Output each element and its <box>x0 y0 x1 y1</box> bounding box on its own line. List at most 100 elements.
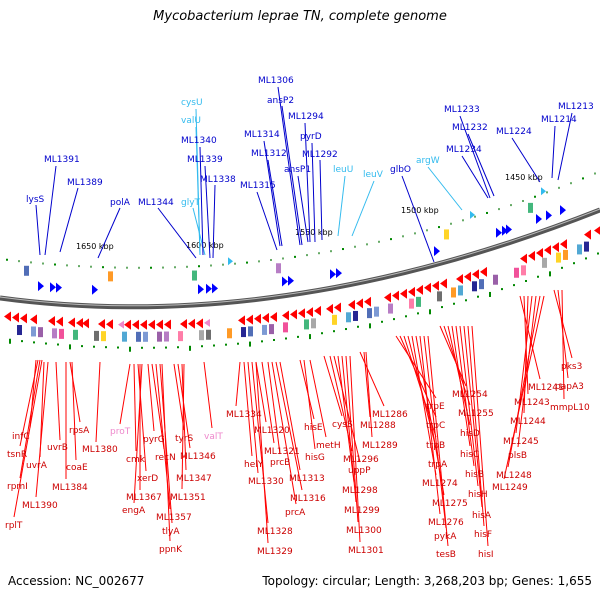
reverse-gene-arrow <box>424 282 431 293</box>
reverse-gene-arrow <box>314 305 321 316</box>
gc-dot <box>402 235 404 238</box>
leader-line <box>359 351 385 407</box>
gc-dot <box>114 266 116 269</box>
gene-function-box <box>528 202 533 213</box>
gene-label-ML1288: ML1288 <box>360 421 396 431</box>
leader-line <box>181 363 185 490</box>
gene-label-ML1233: ML1233 <box>444 105 480 115</box>
gene-function-box <box>206 329 211 340</box>
gene-label-ML1391: ML1391 <box>44 155 80 165</box>
gc-dot <box>345 328 347 331</box>
forward-gene-arrow <box>212 283 218 294</box>
gc-dot <box>489 291 491 297</box>
leader-line <box>363 351 371 418</box>
gc-dot <box>285 337 287 340</box>
gc-dot <box>201 345 203 348</box>
leader-line <box>119 363 131 425</box>
leader-line <box>561 289 565 400</box>
gene-label-hisD: hisD <box>460 429 480 439</box>
gc-dot <box>594 172 596 175</box>
reverse-gene-arrow <box>408 286 415 297</box>
gene-label-trpC: trpC <box>426 421 445 431</box>
forward-gene-arrow <box>546 210 552 221</box>
gene-label-leuV: leuV <box>363 170 384 180</box>
leader-line <box>419 335 441 515</box>
gc-dot <box>390 238 392 241</box>
leader-line <box>451 325 471 447</box>
gene-label-ML1224: ML1224 <box>496 127 532 137</box>
reverse-gene-arrow <box>124 319 131 330</box>
gene-label-ML1232: ML1232 <box>452 123 488 133</box>
gene-function-box <box>521 265 526 276</box>
gene-function-box <box>472 281 477 292</box>
gc-dot <box>21 340 23 343</box>
gc-dot <box>225 343 227 346</box>
gc-dot <box>222 263 224 266</box>
gc-dot <box>450 222 452 225</box>
gc-dot <box>585 257 587 260</box>
gc-dot <box>93 345 95 348</box>
gene-label-polA: polA <box>110 198 131 208</box>
gc-dot <box>273 338 275 341</box>
gene-label-valU: valU <box>181 116 201 126</box>
gc-dot <box>45 342 47 345</box>
gc-dot <box>597 252 599 255</box>
reverse-gene-arrow <box>4 311 11 322</box>
label-leader-lines <box>13 86 573 547</box>
gene-function-box <box>388 303 393 314</box>
reverse-gene-arrow <box>30 314 37 325</box>
gene-function-box <box>192 270 197 281</box>
gc-dot <box>117 346 119 349</box>
leader-line <box>69 361 81 423</box>
gene-label-ML1301: ML1301 <box>348 546 384 556</box>
leader-line <box>467 133 495 197</box>
gene-function-box <box>17 325 22 336</box>
gc-dot <box>453 302 455 305</box>
leader-line <box>267 159 283 247</box>
gene-label-ML1347: ML1347 <box>176 474 212 484</box>
topology-label: Topology: circular; Length: 3,268,203 bp… <box>262 574 592 588</box>
gc-dot <box>66 264 68 267</box>
leader-line <box>319 159 323 241</box>
leader-line <box>204 165 211 259</box>
reverse-gene-arrow <box>262 312 269 323</box>
gene-label-ML1367: ML1367 <box>126 493 162 503</box>
leader-line <box>97 207 121 259</box>
gene-function-box <box>143 331 148 342</box>
leader-line <box>203 361 213 429</box>
gc-dot <box>141 346 143 349</box>
gene-function-box <box>584 241 589 252</box>
gc-dot <box>570 182 572 185</box>
rna-gene-arrow <box>118 320 124 329</box>
gene-label-hisB: hisB <box>465 470 484 480</box>
leader-line <box>71 361 77 461</box>
gene-function-box <box>444 229 449 240</box>
gene-label-ML1357: ML1357 <box>156 513 192 523</box>
reverse-gene-track <box>4 226 600 330</box>
gc-dot <box>306 254 308 257</box>
reverse-gene-arrow <box>12 312 19 323</box>
gene-label-ML1296: ML1296 <box>343 455 379 465</box>
kbp-tick-label: 1650 kbp <box>76 242 114 251</box>
leader-line <box>181 363 187 471</box>
reverse-gene-arrow <box>76 317 83 328</box>
gene-label-ML1316: ML1316 <box>290 494 326 504</box>
gc-dot <box>126 266 128 269</box>
reverse-gene-arrow <box>364 296 371 307</box>
gene-function-box <box>479 279 484 290</box>
gene-function-box <box>178 331 183 342</box>
gc-dot <box>342 248 344 251</box>
forward-gene-arrow <box>496 227 502 238</box>
gc-dot <box>165 346 167 349</box>
gc-dot <box>129 346 131 352</box>
gene-function-box <box>101 331 106 342</box>
leader-line <box>157 207 197 259</box>
leader-line <box>407 335 439 457</box>
gc-dot <box>498 208 500 211</box>
reverse-gene-arrow <box>400 288 407 299</box>
leader-line <box>309 359 327 438</box>
reverse-gene-arrow <box>392 290 399 301</box>
gc-dot <box>210 264 212 267</box>
reverse-gene-arrow <box>560 239 567 250</box>
